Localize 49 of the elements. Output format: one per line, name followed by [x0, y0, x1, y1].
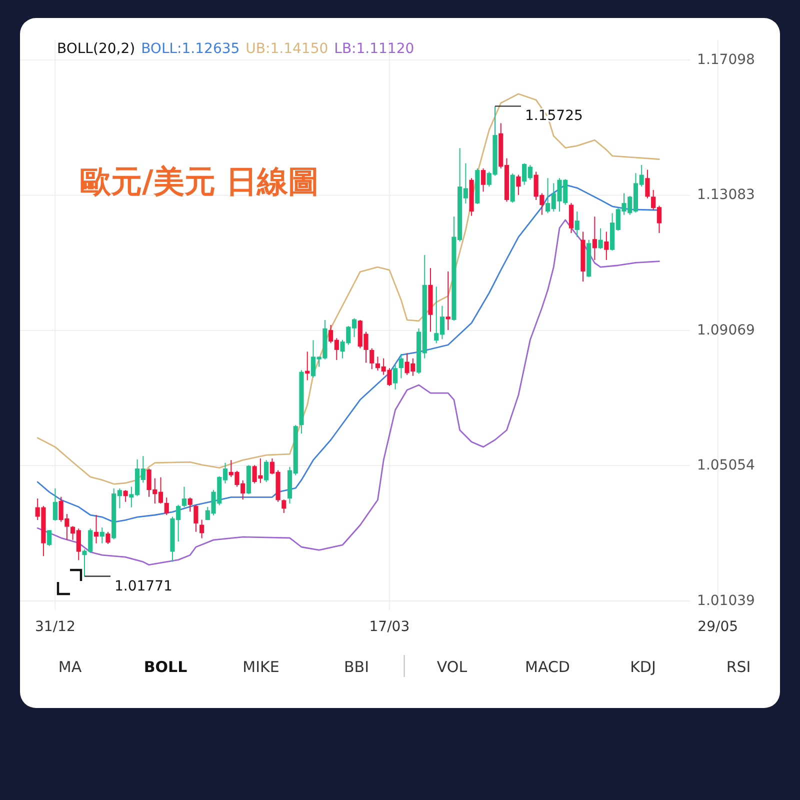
- candlestick: [480, 168, 486, 192]
- candlestick: [645, 169, 650, 199]
- candlestick: [393, 364, 398, 390]
- x-tick-label: 31/12: [35, 619, 76, 635]
- candlestick: [100, 526, 104, 544]
- y-tick-label: 1.17098: [697, 52, 755, 68]
- legend-title: BOLL(20,2): [57, 41, 136, 57]
- candlestick: [188, 496, 192, 512]
- text: MIKE: [242, 658, 280, 676]
- candlestick: [598, 228, 603, 250]
- line-series: [36, 93, 660, 485]
- y-tick-label: 1.09069: [697, 322, 755, 338]
- text: 歐元/美元 日線圖: [80, 164, 320, 200]
- candlestick: [47, 530, 52, 546]
- candlestick: [305, 351, 310, 381]
- candlestick: [52, 488, 58, 522]
- text: UB:1.14150: [246, 41, 328, 57]
- text: RSI: [726, 658, 751, 676]
- candlestick: [164, 496, 169, 516]
- text: BBI: [344, 658, 370, 676]
- candlestick: [264, 460, 269, 482]
- candlestick: [370, 348, 374, 370]
- candlestick: [516, 174, 521, 196]
- candlestick: [446, 270, 450, 331]
- candlestick: [398, 353, 404, 379]
- candlestick: [194, 504, 198, 532]
- candlestick: [592, 216, 597, 260]
- candlestick: [94, 514, 99, 544]
- x-tick-label: 29/05: [698, 619, 738, 635]
- x-tick-label: 17/03: [369, 619, 410, 635]
- text: LB:1.11120: [334, 41, 414, 57]
- text: BOLL: [144, 658, 188, 676]
- y-tick-label: 1.13083: [697, 187, 755, 204]
- text: MA: [58, 658, 82, 676]
- candlestick: [182, 486, 186, 508]
- annotation: 1.01771: [114, 578, 172, 594]
- y-tick-label: 1.01039: [697, 592, 755, 609]
- y-tick-label: 1.05054: [697, 458, 756, 474]
- candlestick: [282, 499, 286, 514]
- text: KDJ: [630, 658, 656, 676]
- candlestick: [106, 531, 110, 544]
- text: MACD: [525, 658, 570, 676]
- text: BOLL:1.12635: [141, 41, 240, 57]
- candlestick: [574, 210, 580, 238]
- candlestick: [123, 490, 128, 502]
- text: VOL: [436, 658, 468, 676]
- candlestick: [568, 202, 574, 234]
- candlestick: [199, 519, 204, 539]
- candlestick: [604, 231, 609, 260]
